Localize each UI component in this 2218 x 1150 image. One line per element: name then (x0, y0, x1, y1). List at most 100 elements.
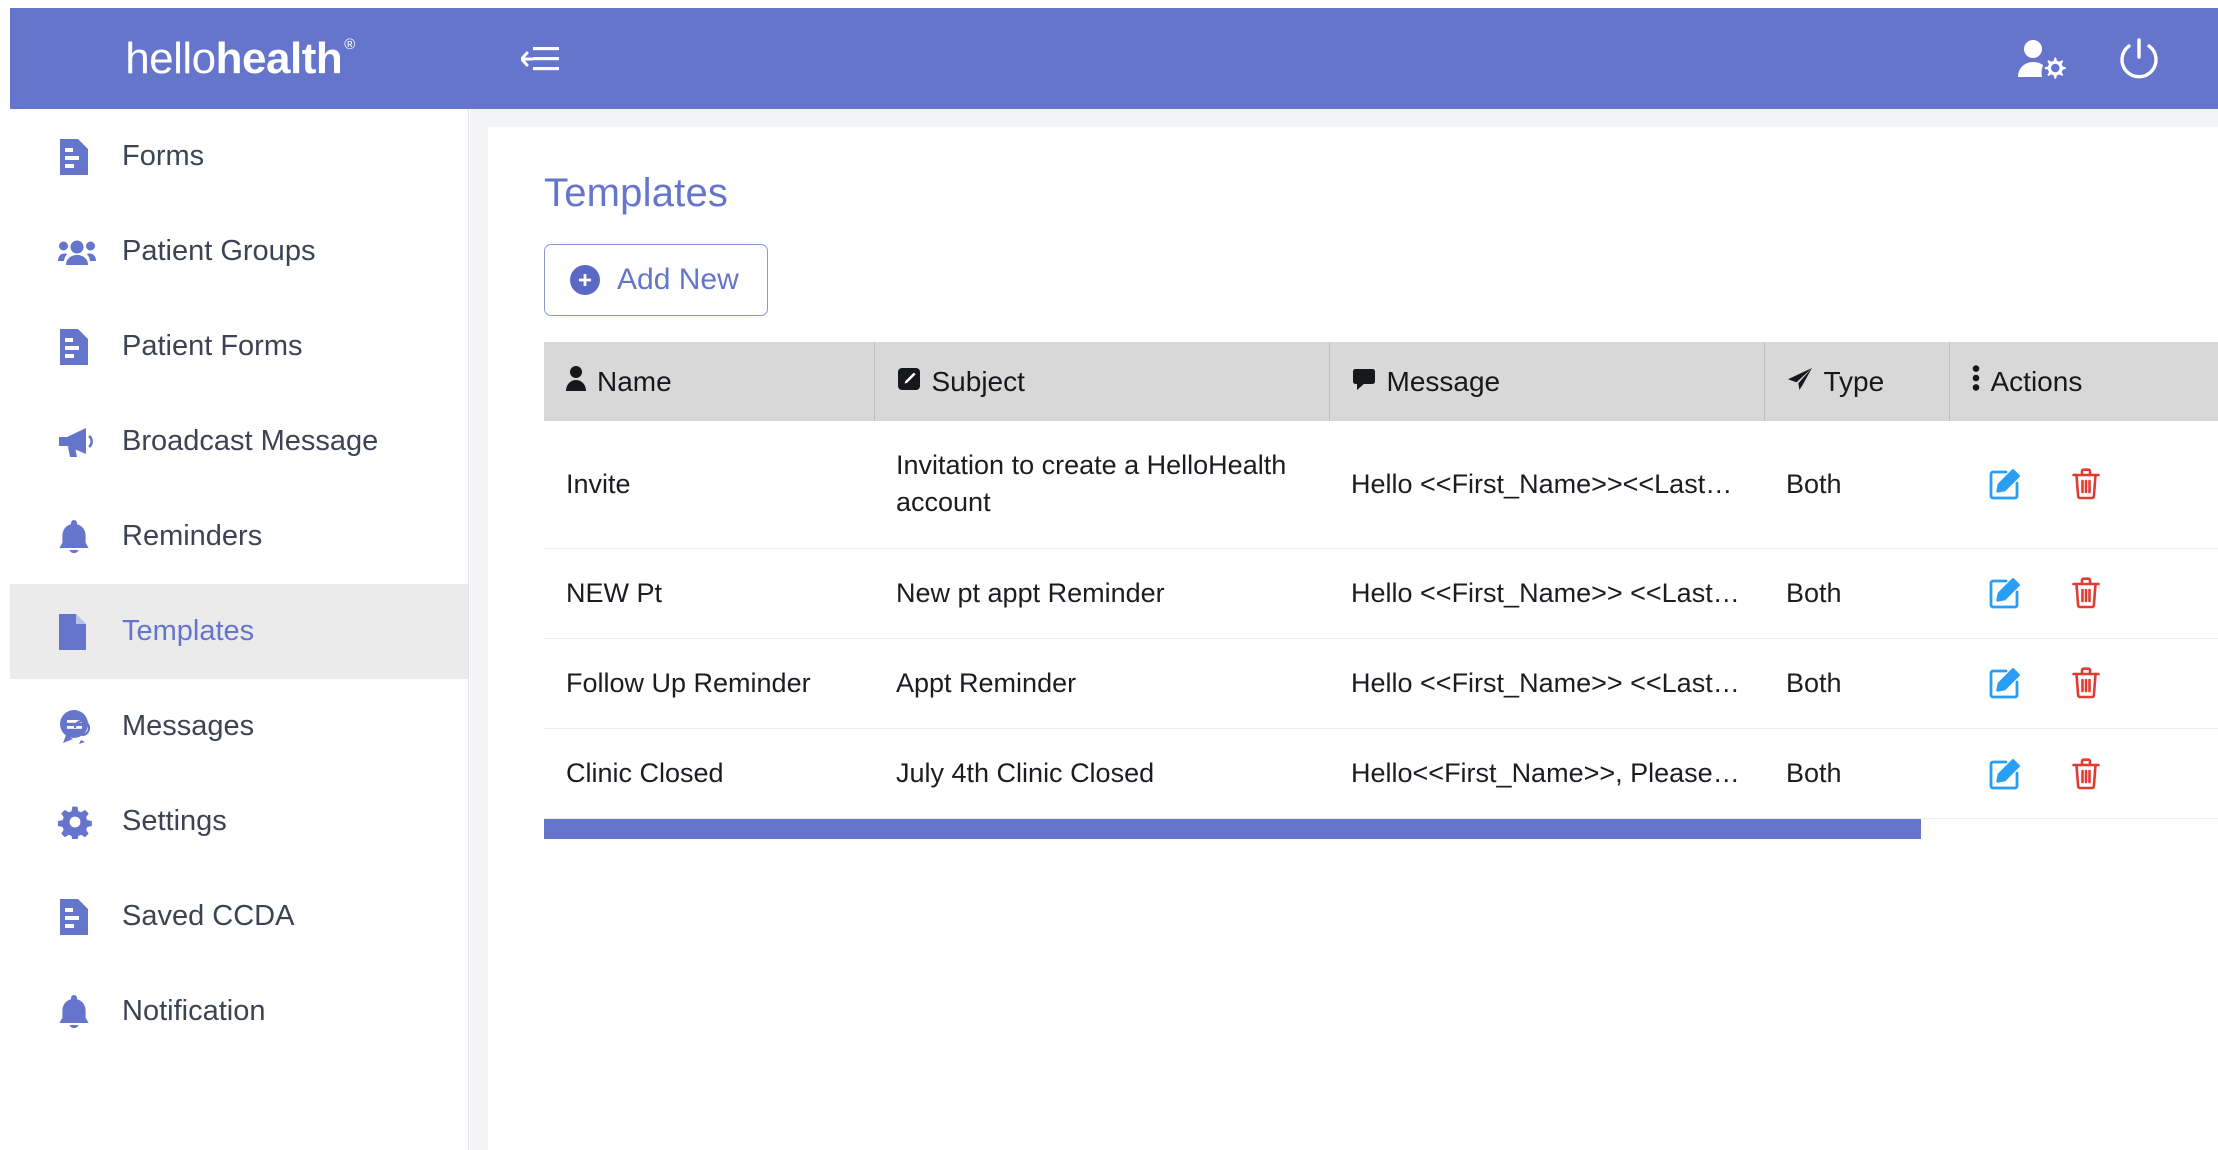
sidebar-item-label: Broadcast Message (122, 425, 379, 457)
sidebar-item-label: Patient Groups (122, 235, 316, 267)
sidebar-item-label: Forms (122, 140, 205, 172)
table-header: Name (544, 342, 2218, 421)
column-header-label: Type (1823, 365, 1885, 397)
logo-registered-mark: ® (344, 36, 355, 53)
table-row[interactable]: NEW Pt New pt appt Reminder Hello <<Firs… (544, 548, 2218, 639)
comment-icon (1352, 366, 1376, 398)
sidebar-item-patient-groups[interactable]: Patient Groups (10, 204, 468, 299)
cell-actions (1949, 548, 2218, 639)
megaphone-icon (58, 426, 100, 458)
top-navigation-bar: hello health ® (10, 8, 2218, 109)
chat-bubble-icon (58, 709, 100, 745)
app-logo[interactable]: hello health ® (10, 34, 470, 84)
cell-actions (1949, 638, 2218, 730)
column-header-label: Message (1386, 365, 1501, 397)
file-document-icon (58, 328, 100, 365)
edit-pencil-icon[interactable] (1989, 758, 2021, 790)
trash-icon[interactable] (2071, 468, 2101, 500)
sidebar-item-label: Saved CCDA (122, 900, 295, 932)
trash-icon[interactable] (2071, 577, 2101, 609)
templates-card: Templates Add New (488, 127, 2218, 1150)
sidebar-item-templates[interactable]: Templates (10, 584, 468, 679)
table-row[interactable]: Invite Invitation to create a HelloHealt… (544, 421, 2218, 549)
sidebar-item-reminders[interactable]: Reminders (10, 489, 468, 584)
cell-type: Both (1764, 728, 1949, 820)
cell-subject: Invitation to create a HelloHealth accou… (874, 421, 1329, 549)
table-body: Invite Invitation to create a HelloHealt… (544, 421, 2218, 820)
file-document-icon (58, 898, 100, 935)
table-horizontal-scrollbar[interactable] (544, 819, 2218, 840)
sidebar-item-broadcast-message[interactable]: Broadcast Message (10, 394, 468, 489)
bell-icon (58, 994, 100, 1030)
cell-type: Both (1764, 421, 1949, 549)
cell-name: Follow Up Reminder (544, 638, 874, 730)
sidebar-item-label: Patient Forms (122, 330, 303, 362)
user-gear-icon[interactable] (2016, 37, 2066, 81)
column-header-subject[interactable]: Subject (873, 342, 1329, 421)
sidebar-scroll-container: Forms Patient Groups (10, 109, 468, 1059)
table-header-row: Name (544, 342, 2218, 421)
sidebar-item-label: Notification (122, 995, 266, 1027)
logo-text-health: health (215, 33, 343, 83)
person-icon (566, 365, 586, 398)
cell-type: Both (1764, 548, 1949, 639)
app-root: hello health ® (10, 8, 2218, 1150)
sidebar-item-label: Templates (122, 615, 255, 647)
cell-name: NEW Pt (544, 548, 874, 639)
cell-subject: Appt Reminder (874, 638, 1329, 730)
topbar-actions (2016, 36, 2218, 82)
trash-icon[interactable] (2071, 667, 2101, 699)
sidebar-item-label: Reminders (122, 520, 263, 552)
table-row[interactable]: Clinic Closed July 4th Clinic Closed Hel… (544, 728, 2218, 820)
sidebar-item-label: Settings (122, 805, 227, 837)
cell-type: Both (1764, 638, 1949, 730)
cell-actions (1949, 728, 2218, 820)
edit-pencil-icon[interactable] (1989, 468, 2021, 500)
column-header-label: Name (597, 365, 672, 397)
column-header-label: Actions (1990, 365, 2083, 397)
gear-icon (58, 805, 100, 839)
column-header-label: Subject (931, 365, 1025, 397)
sidebar-item-saved-ccda[interactable]: Saved CCDA (10, 869, 468, 964)
edit-pencil-icon[interactable] (1989, 667, 2021, 699)
cell-actions (1949, 421, 2218, 549)
pen-square-icon (897, 366, 921, 398)
trash-icon[interactable] (2071, 758, 2101, 790)
table-row[interactable]: Follow Up Reminder Appt Reminder Hello <… (544, 638, 2218, 730)
power-icon[interactable] (2116, 36, 2162, 82)
cell-subject: New pt appt Reminder (874, 548, 1329, 639)
sidebar-item-notification[interactable]: Notification (10, 964, 468, 1059)
cell-message: Hello <<First_Name>> <<Last_N… (1329, 548, 1764, 639)
users-group-icon (58, 237, 100, 267)
cell-name: Clinic Closed (544, 728, 874, 820)
column-header-message[interactable]: Message (1328, 342, 1764, 421)
sidebar-item-settings[interactable]: Settings (10, 774, 468, 869)
paper-plane-icon (1787, 366, 1813, 398)
cell-name: Invite (544, 421, 874, 549)
file-document-icon (58, 138, 100, 175)
sidebar-item-forms[interactable]: Forms (10, 109, 468, 204)
file-blank-icon (58, 613, 100, 650)
add-new-button[interactable]: Add New (544, 244, 768, 316)
sidebar-navigation[interactable]: Forms Patient Groups (10, 109, 469, 1150)
cell-message: Hello <<First_Name>> <<Last_N… (1329, 638, 1764, 730)
column-header-type[interactable]: Type (1763, 342, 1949, 421)
templates-table-container: Name (544, 342, 2218, 840)
edit-pencil-icon[interactable] (1989, 577, 2021, 609)
add-new-label: Add New (617, 263, 739, 296)
logo-text-hello: hello (125, 33, 216, 83)
templates-table: Name (544, 342, 2218, 820)
scrollbar-thumb[interactable] (544, 819, 1921, 840)
main-content-area: Templates Add New (470, 109, 2218, 1150)
column-header-name[interactable]: Name (544, 342, 874, 421)
column-header-actions[interactable]: Actions (1948, 342, 2218, 421)
plus-circle-icon (570, 265, 600, 295)
sidebar-item-messages[interactable]: Messages (10, 679, 468, 774)
cell-message: Hello<<First_Name>>, Please not… (1329, 728, 1764, 820)
sidebar-item-patient-forms[interactable]: Patient Forms (10, 299, 468, 394)
cell-message: Hello <<First_Name>><<Last_Na… (1329, 421, 1764, 549)
bell-icon (58, 519, 100, 555)
cell-subject: July 4th Clinic Closed (874, 728, 1329, 820)
collapse-menu-icon[interactable] (518, 36, 564, 82)
vertical-ellipsis-icon (1972, 365, 1980, 398)
